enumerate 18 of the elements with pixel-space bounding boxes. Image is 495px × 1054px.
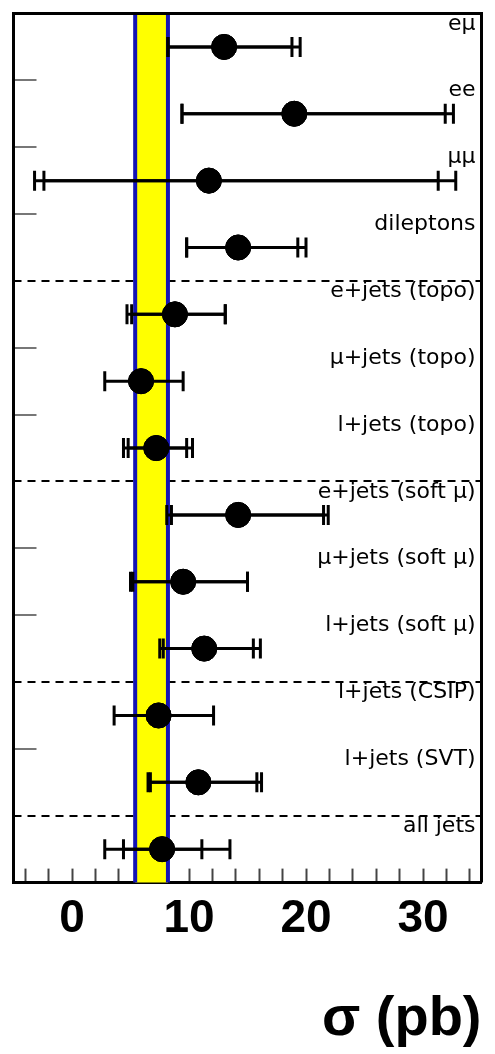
x-tick-label: 20 <box>280 890 332 943</box>
y-tick-label: eμ <box>447 9 476 35</box>
y-tick-label: dileptons <box>374 210 476 236</box>
x-tick-label: 10 <box>163 890 215 943</box>
y-tick-label: e+jets (topo) <box>330 277 476 303</box>
y-tick-label: l+jets (CSIP) <box>337 678 476 704</box>
y-tick-label: all jets <box>403 811 476 837</box>
y-tick-label: l+jets (soft μ) <box>325 611 476 637</box>
y-tick-label: μμ <box>447 143 476 169</box>
y-tick-label: ee <box>448 76 476 102</box>
x-axis-title: σ (pb) <box>321 983 482 1047</box>
x-tick-label: 30 <box>397 890 449 943</box>
y-tick-label: e+jets (soft μ) <box>317 477 476 503</box>
y-tick-label: l+jets (topo) <box>337 410 476 436</box>
y-tick-label: l+jets (SVT) <box>344 745 476 771</box>
y-tick-label: μ+jets (topo) <box>329 343 476 369</box>
y-tick-label: μ+jets (soft μ) <box>317 544 476 570</box>
x-tick-label: 0 <box>59 890 85 943</box>
